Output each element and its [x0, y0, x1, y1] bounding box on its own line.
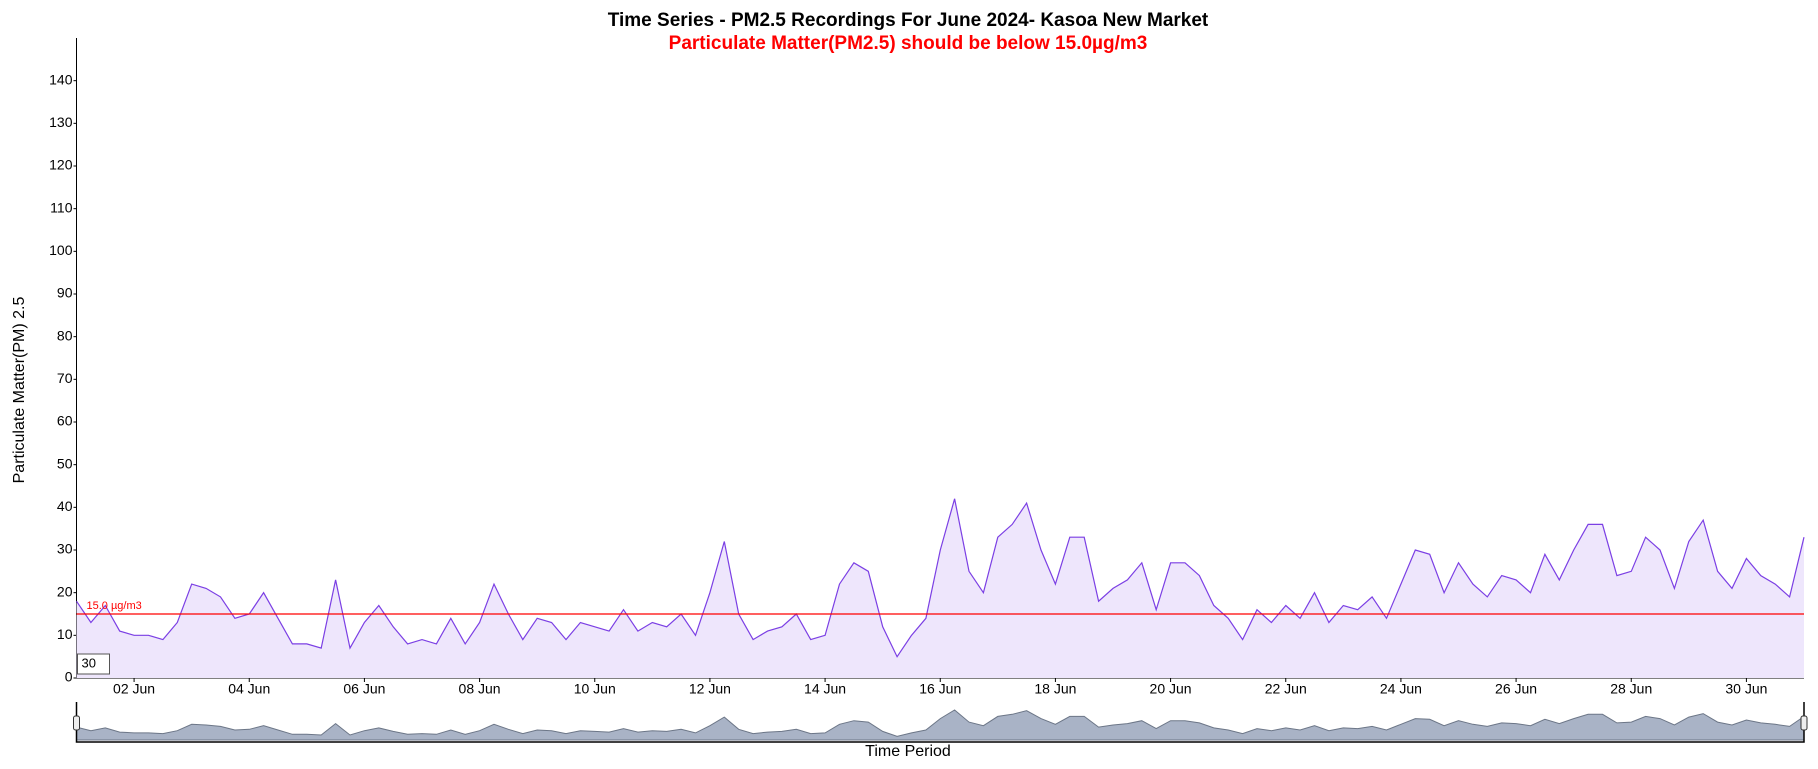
- range-handle[interactable]: [73, 715, 80, 731]
- y-tick-label: 20: [57, 583, 73, 599]
- x-tick-label: 22 Jun: [1265, 681, 1307, 697]
- x-tick-label: 28 Jun: [1610, 681, 1652, 697]
- y-tick-label: 130: [49, 114, 73, 130]
- x-tick-label: 18 Jun: [1034, 681, 1076, 697]
- area: [76, 498, 1804, 678]
- chart-subtitle: Particulate Matter(PM2.5) should be belo…: [669, 33, 1148, 54]
- y-tick-label: 50: [57, 455, 73, 471]
- x-tick-label: 20 Jun: [1150, 681, 1192, 697]
- y-tick-label: 0: [65, 669, 73, 685]
- x-tick-label: 24 Jun: [1380, 681, 1422, 697]
- y-tick-label: 10: [57, 626, 73, 642]
- x-tick-label: 16 Jun: [919, 681, 961, 697]
- y-tick-label: 120: [49, 157, 73, 173]
- roll-period-input[interactable]: [77, 653, 110, 675]
- x-tick-label: 04 Jun: [228, 681, 270, 697]
- y-tick-label: 90: [57, 285, 73, 301]
- roll-period-box[interactable]: 30: [77, 653, 110, 675]
- threshold-label: 15.0 µg/m3: [87, 600, 142, 612]
- range-handle[interactable]: [1800, 715, 1808, 731]
- x-tick-label: 30 Jun: [1725, 681, 1767, 697]
- y-tick-label: 30: [57, 541, 73, 557]
- x-tick-label: 02 Jun: [113, 681, 155, 697]
- y-tick-label: 140: [49, 71, 73, 87]
- x-axis-label: Time Period: [865, 743, 951, 760]
- x-tick-label: 08 Jun: [459, 681, 501, 697]
- x-tick-label: 12 Jun: [689, 681, 731, 697]
- x-tick-label: 26 Jun: [1495, 681, 1537, 697]
- x-tick-label: 06 Jun: [343, 681, 385, 697]
- y-axis-label: Particulate Matter(PM) 2.5: [11, 297, 28, 484]
- x-tick-label: 10 Jun: [574, 681, 616, 697]
- y-tick-label: 60: [57, 413, 73, 429]
- y-tick-label: 70: [57, 370, 73, 386]
- mini-area: [76, 709, 1805, 741]
- y-tick-label: 110: [50, 199, 73, 215]
- y-tick-label: 100: [49, 242, 73, 258]
- y-tick-label: 40: [57, 498, 73, 514]
- roll-period-value[interactable]: 30: [82, 655, 96, 670]
- chart-title: Time Series - PM2.5 Recordings For June …: [608, 10, 1209, 31]
- x-tick-label: 14 Jun: [804, 681, 846, 697]
- y-tick-label: 80: [57, 327, 73, 343]
- line: [76, 498, 1805, 658]
